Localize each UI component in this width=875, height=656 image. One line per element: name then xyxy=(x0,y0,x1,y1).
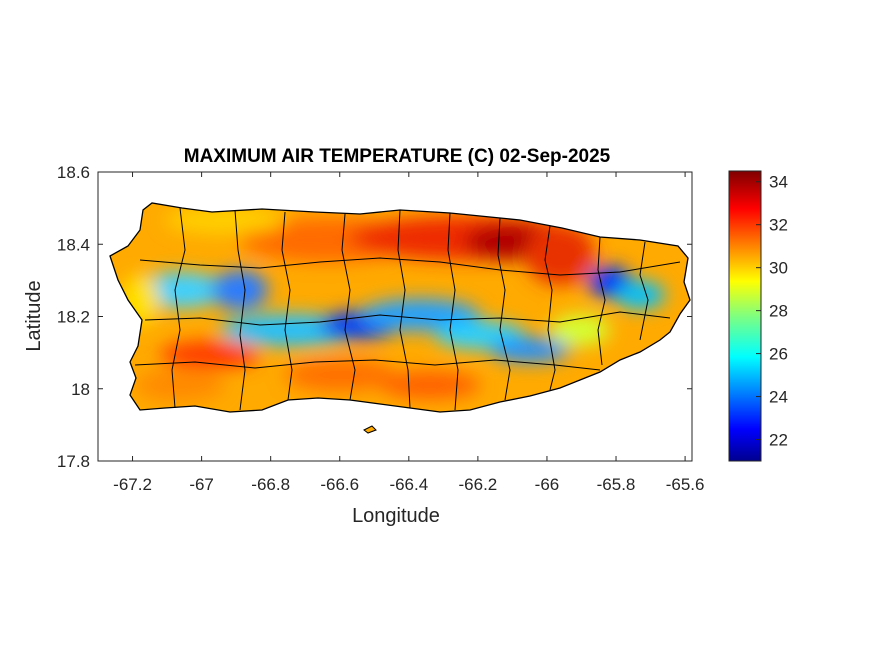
figure-title: MAXIMUM AIR TEMPERATURE (C) 02-Sep-2025 xyxy=(184,146,611,167)
y-tick-label: 18.4 xyxy=(57,235,90,254)
x-tick-label: -66.4 xyxy=(389,475,428,494)
temperature-field xyxy=(110,203,690,412)
x-axis-label: Longitude xyxy=(352,505,440,527)
caja-de-muertos-island xyxy=(363,425,377,434)
colorbar-tick-label: 30 xyxy=(769,259,788,278)
island-coastline xyxy=(109,202,691,413)
x-tick-label: -65.8 xyxy=(597,475,636,494)
colorbar-ticks: 22 24 26 28 30 32 34 xyxy=(756,173,788,450)
y-axis-ticks: 17.8 18 18.2 18.4 18.6 xyxy=(57,163,692,471)
x-tick-label: -66.6 xyxy=(320,475,359,494)
x-axis-ticks: -67.2 -67 -66.8 -66.6 -66.4 -66.2 -66 -65.8 -65.… xyxy=(113,172,704,494)
colorbar-tick-label: 32 xyxy=(769,216,788,235)
colorbar-tick-label: 26 xyxy=(769,345,788,364)
y-tick-label: 17.8 xyxy=(57,452,90,471)
x-tick-label: -66.2 xyxy=(459,475,498,494)
colorbar xyxy=(728,170,762,462)
colorbar-tick-label: 28 xyxy=(769,302,788,321)
x-tick-label: -66 xyxy=(535,475,560,494)
y-tick-label: 18.6 xyxy=(57,163,90,182)
y-tick-label: 18.2 xyxy=(57,308,90,327)
colorbar-tick-label: 34 xyxy=(769,173,788,192)
y-axis-label: Latitude xyxy=(23,280,45,351)
x-tick-label: -67 xyxy=(189,475,214,494)
colorbar-tick-label: 22 xyxy=(769,431,788,450)
y-tick-label: 18 xyxy=(71,380,90,399)
colorbar-tick-label: 24 xyxy=(769,388,788,407)
municipal-boundaries xyxy=(134,207,681,411)
x-tick-label: -67.2 xyxy=(113,475,152,494)
x-tick-label: -65.6 xyxy=(666,475,705,494)
x-tick-label: -66.8 xyxy=(251,475,290,494)
